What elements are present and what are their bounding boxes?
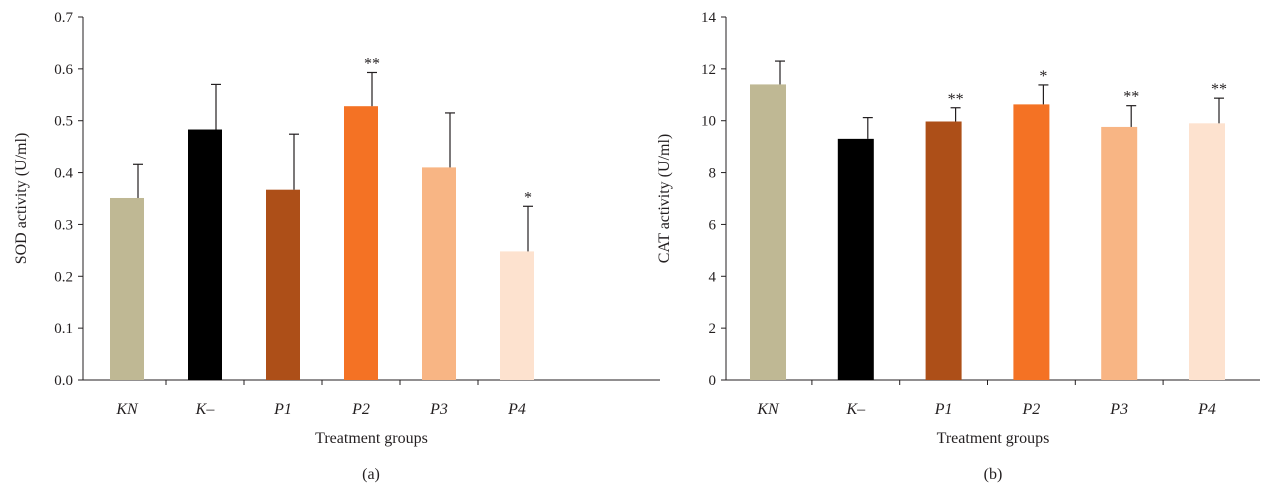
y-tick-label: 0 — [709, 373, 717, 389]
bar — [110, 197, 144, 380]
x-tick-label: P4 — [1197, 401, 1216, 418]
x-tick-label: K– — [845, 401, 866, 418]
chart-sod-activity: 0.0 0.1 0.2 0.3 0.4 0.5 0.6 0.7 KN K– P1 ** P2 P3 * P4 T… — [13, 10, 660, 483]
panel-label: (b) — [984, 466, 1003, 483]
x-tick-label: K– — [195, 401, 216, 418]
y-tick-label: 0.3 — [54, 217, 73, 233]
chart-cat-activity: 0 2 4 6 8 10 12 14 KN K– ** P1 * P2 ** P3 ** P4 Treatment … — [656, 10, 1260, 483]
bar — [1189, 123, 1225, 381]
x-tick-label: P1 — [273, 401, 292, 418]
x-axis-title: Treatment groups — [937, 430, 1050, 447]
y-tick-label: 12 — [701, 62, 716, 78]
x-tick-label: KN — [115, 401, 139, 418]
y-tick-label: 6 — [709, 217, 717, 233]
significance-marker: * — [1039, 68, 1047, 85]
y-tick-label: 0.1 — [54, 321, 73, 337]
panel-label: (a) — [362, 466, 380, 483]
bar — [837, 138, 874, 380]
x-tick-label: P4 — [507, 401, 526, 418]
y-tick-label: 10 — [701, 114, 716, 130]
y-tick-label: 0.0 — [54, 373, 73, 389]
y-axis-title: SOD activity (U/ml) — [13, 133, 30, 265]
x-tick-label: P3 — [429, 401, 448, 418]
y-tick-label: 8 — [709, 166, 717, 182]
bar — [750, 84, 786, 381]
x-tick-label: P2 — [1022, 401, 1041, 418]
bar — [1101, 126, 1138, 381]
significance-marker: * — [524, 189, 532, 206]
x-tick-label: P1 — [934, 401, 953, 418]
bar — [266, 189, 300, 380]
y-tick-label: 0.5 — [54, 114, 73, 130]
significance-marker: ** — [948, 91, 964, 108]
y-tick-label: 14 — [701, 10, 717, 26]
bar — [925, 121, 962, 381]
y-tick-label: 0.2 — [54, 269, 73, 285]
y-tick-label: 2 — [709, 321, 717, 337]
significance-marker: ** — [1211, 81, 1227, 98]
y-tick-label: 4 — [709, 269, 717, 285]
x-tick-label: P2 — [351, 401, 370, 418]
bar — [422, 167, 456, 380]
significance-marker: ** — [1123, 89, 1139, 106]
bar — [500, 251, 534, 380]
y-tick-label: 0.6 — [54, 62, 73, 78]
x-tick-label: KN — [756, 401, 780, 418]
y-axis-title: CAT activity (U/ml) — [656, 134, 673, 263]
bar — [1013, 104, 1050, 381]
y-tick-label: 0.7 — [54, 10, 73, 26]
significance-marker: ** — [364, 55, 380, 72]
bar — [344, 106, 378, 381]
y-tick-label: 0.4 — [54, 166, 73, 182]
x-axis-title: Treatment groups — [315, 430, 428, 447]
x-tick-label: P3 — [1109, 401, 1128, 418]
bar — [188, 129, 222, 380]
